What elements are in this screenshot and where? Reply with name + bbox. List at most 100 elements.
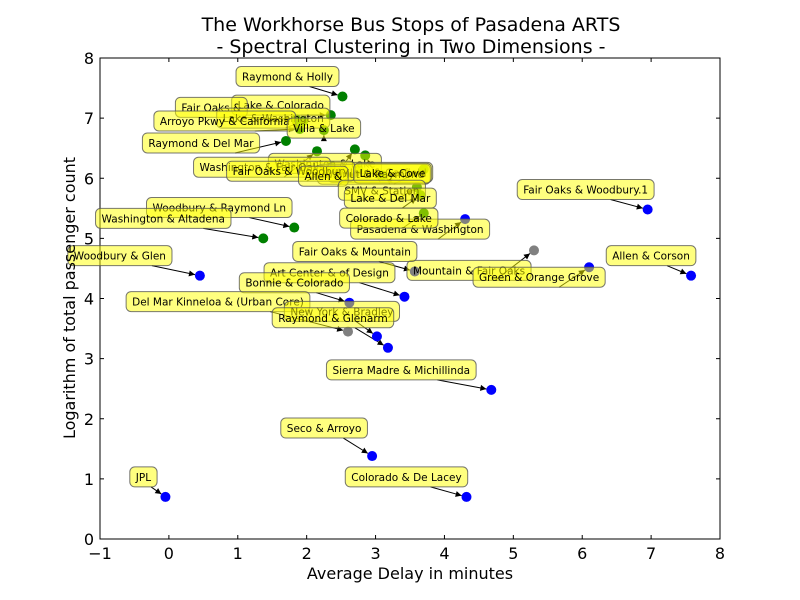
point-label-box (516, 179, 655, 201)
point-label: Washington & Altadena (95, 207, 232, 229)
y-tick-label: 4 (84, 290, 94, 309)
annotation-arrow (359, 282, 400, 296)
y-tick-label: 3 (84, 350, 94, 369)
point-label-text: Raymond & Holly (242, 71, 333, 83)
point-label: Green & Orange Grove (472, 266, 606, 288)
data-point (289, 222, 300, 233)
point-label: Colorado & De Lacey (344, 466, 469, 488)
point-label-text: Woodbury & Glen (74, 251, 166, 263)
point-label: Fair Oaks & Mountain (292, 240, 418, 262)
point-label: JPL (129, 466, 158, 488)
y-tick-label: 7 (84, 109, 94, 128)
data-point (281, 135, 291, 146)
point-label: Raymond & Holly (235, 65, 340, 87)
point-label-text: Colorado & De Lacey (351, 472, 461, 484)
point-label-box (286, 117, 362, 139)
point-label-text: Sierra Madre & Michillinda (332, 365, 470, 377)
point-label-text: Allen & (304, 171, 342, 183)
x-tick-label: 7 (646, 544, 656, 563)
y-axis-label: Logarithm of total passenger count (60, 157, 79, 439)
point-label: Seco & Arroyo (280, 417, 368, 439)
arrow-head (366, 327, 373, 334)
point-label-text: Seco & Arroyo (287, 423, 362, 435)
x-tick-label: 8 (715, 544, 725, 563)
point-label: Sierra Madre & Michillinda (325, 359, 477, 381)
y-tick-label: 2 (84, 410, 94, 429)
point-label-box (280, 417, 368, 439)
point-label-text: Del Mar Kinneloa & (Urban Core) (132, 297, 304, 309)
x-axis-label: Average Delay in minutes (307, 564, 513, 583)
point-label-text: Green & Orange Grove (479, 272, 599, 284)
point-label-box (339, 207, 439, 229)
point-label-box (129, 466, 158, 488)
data-point (642, 204, 653, 215)
point-label-box (297, 165, 349, 187)
y-tick-label: 0 (84, 530, 94, 549)
data-point (686, 270, 697, 281)
point-label: Fair Oaks & Woodbury.1 (516, 179, 655, 201)
annotation-arrow (249, 217, 290, 227)
annotation-arrow (203, 227, 259, 239)
data-point (258, 233, 269, 244)
chart-title-line-1: The Workhorse Bus Stops of Pasadena ARTS (201, 14, 621, 36)
point-label: Colorado & Lake (339, 207, 439, 229)
annotation-arrow (151, 265, 196, 276)
data-point (194, 270, 205, 281)
point-label: Del Mar Kinneloa & (Urban Core) (125, 291, 311, 313)
x-tick-label: 5 (508, 544, 518, 563)
arrow-head (455, 491, 462, 497)
point-label-box (95, 207, 232, 229)
point-label-box (344, 466, 469, 488)
arrow-head (361, 447, 368, 454)
point-label-box (271, 307, 395, 329)
point-label-text: Lake & Cove (360, 168, 426, 180)
arrow-head (154, 488, 162, 495)
point-label-box (472, 266, 606, 288)
data-point (461, 491, 472, 502)
arrow-head (274, 140, 282, 147)
x-tick-label: 4 (439, 544, 449, 563)
point-label-text: Allen & Corson (612, 251, 690, 263)
point-label: Allen & (297, 165, 349, 187)
y-tick-label: 1 (84, 470, 94, 489)
x-tick-label: −1 (88, 544, 112, 563)
point-label-text: Fair Oaks & Woodbury.1 (523, 185, 648, 197)
chart-title-line-2: - Spectral Clustering in Two Dimensions … (216, 36, 605, 58)
point-label-box (141, 132, 261, 154)
data-point (371, 331, 382, 342)
y-tick-label: 5 (84, 229, 94, 248)
data-point (343, 326, 353, 337)
point-label: Allen & Corson (605, 245, 697, 267)
point-label-text: Raymond & Del Mar (148, 138, 254, 150)
point-label-text: Colorado & Lake (346, 213, 432, 225)
point-label-text: Fair Oaks & Mountain (299, 246, 411, 258)
point-label: Arroyo Pkwy & California (153, 110, 297, 132)
point-label: Raymond & Del Mar (141, 132, 261, 154)
point-label: Villa & Lake (286, 117, 362, 139)
point-label-box (325, 359, 477, 381)
point-label-text: Villa & Lake (293, 123, 354, 135)
x-tick-label: 2 (302, 544, 312, 563)
annotation-arrow (437, 379, 487, 390)
data-point (367, 451, 378, 462)
axis-ticks (99, 57, 721, 540)
point-label-box (605, 245, 697, 267)
point-label: Raymond & Glenarm (271, 307, 395, 329)
point-label-text: Bonnie & Colorado (245, 278, 343, 290)
data-point (160, 491, 171, 502)
point-label-text: Arroyo Pkwy & California (160, 116, 290, 128)
data-point (486, 384, 497, 395)
x-tick-label: 1 (233, 544, 243, 563)
data-point (337, 91, 348, 102)
arrow-head (331, 90, 338, 97)
point-label: Lake & Del Mar (343, 187, 437, 209)
arrow-head (188, 270, 195, 277)
point-label-box (67, 245, 173, 267)
data-point (349, 144, 360, 155)
x-tick-label: 3 (370, 544, 380, 563)
x-tick-label: 0 (164, 544, 174, 563)
x-tick-label: 6 (577, 544, 587, 563)
